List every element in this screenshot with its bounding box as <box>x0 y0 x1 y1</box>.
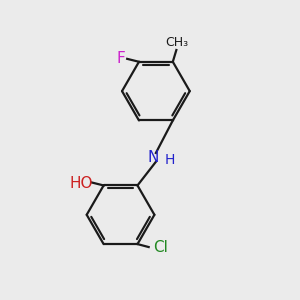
Text: Cl: Cl <box>153 240 168 255</box>
Text: CH₃: CH₃ <box>166 36 189 49</box>
Text: HO: HO <box>70 176 93 191</box>
Text: N: N <box>147 150 159 165</box>
Text: H: H <box>165 153 175 167</box>
Text: F: F <box>116 51 125 66</box>
